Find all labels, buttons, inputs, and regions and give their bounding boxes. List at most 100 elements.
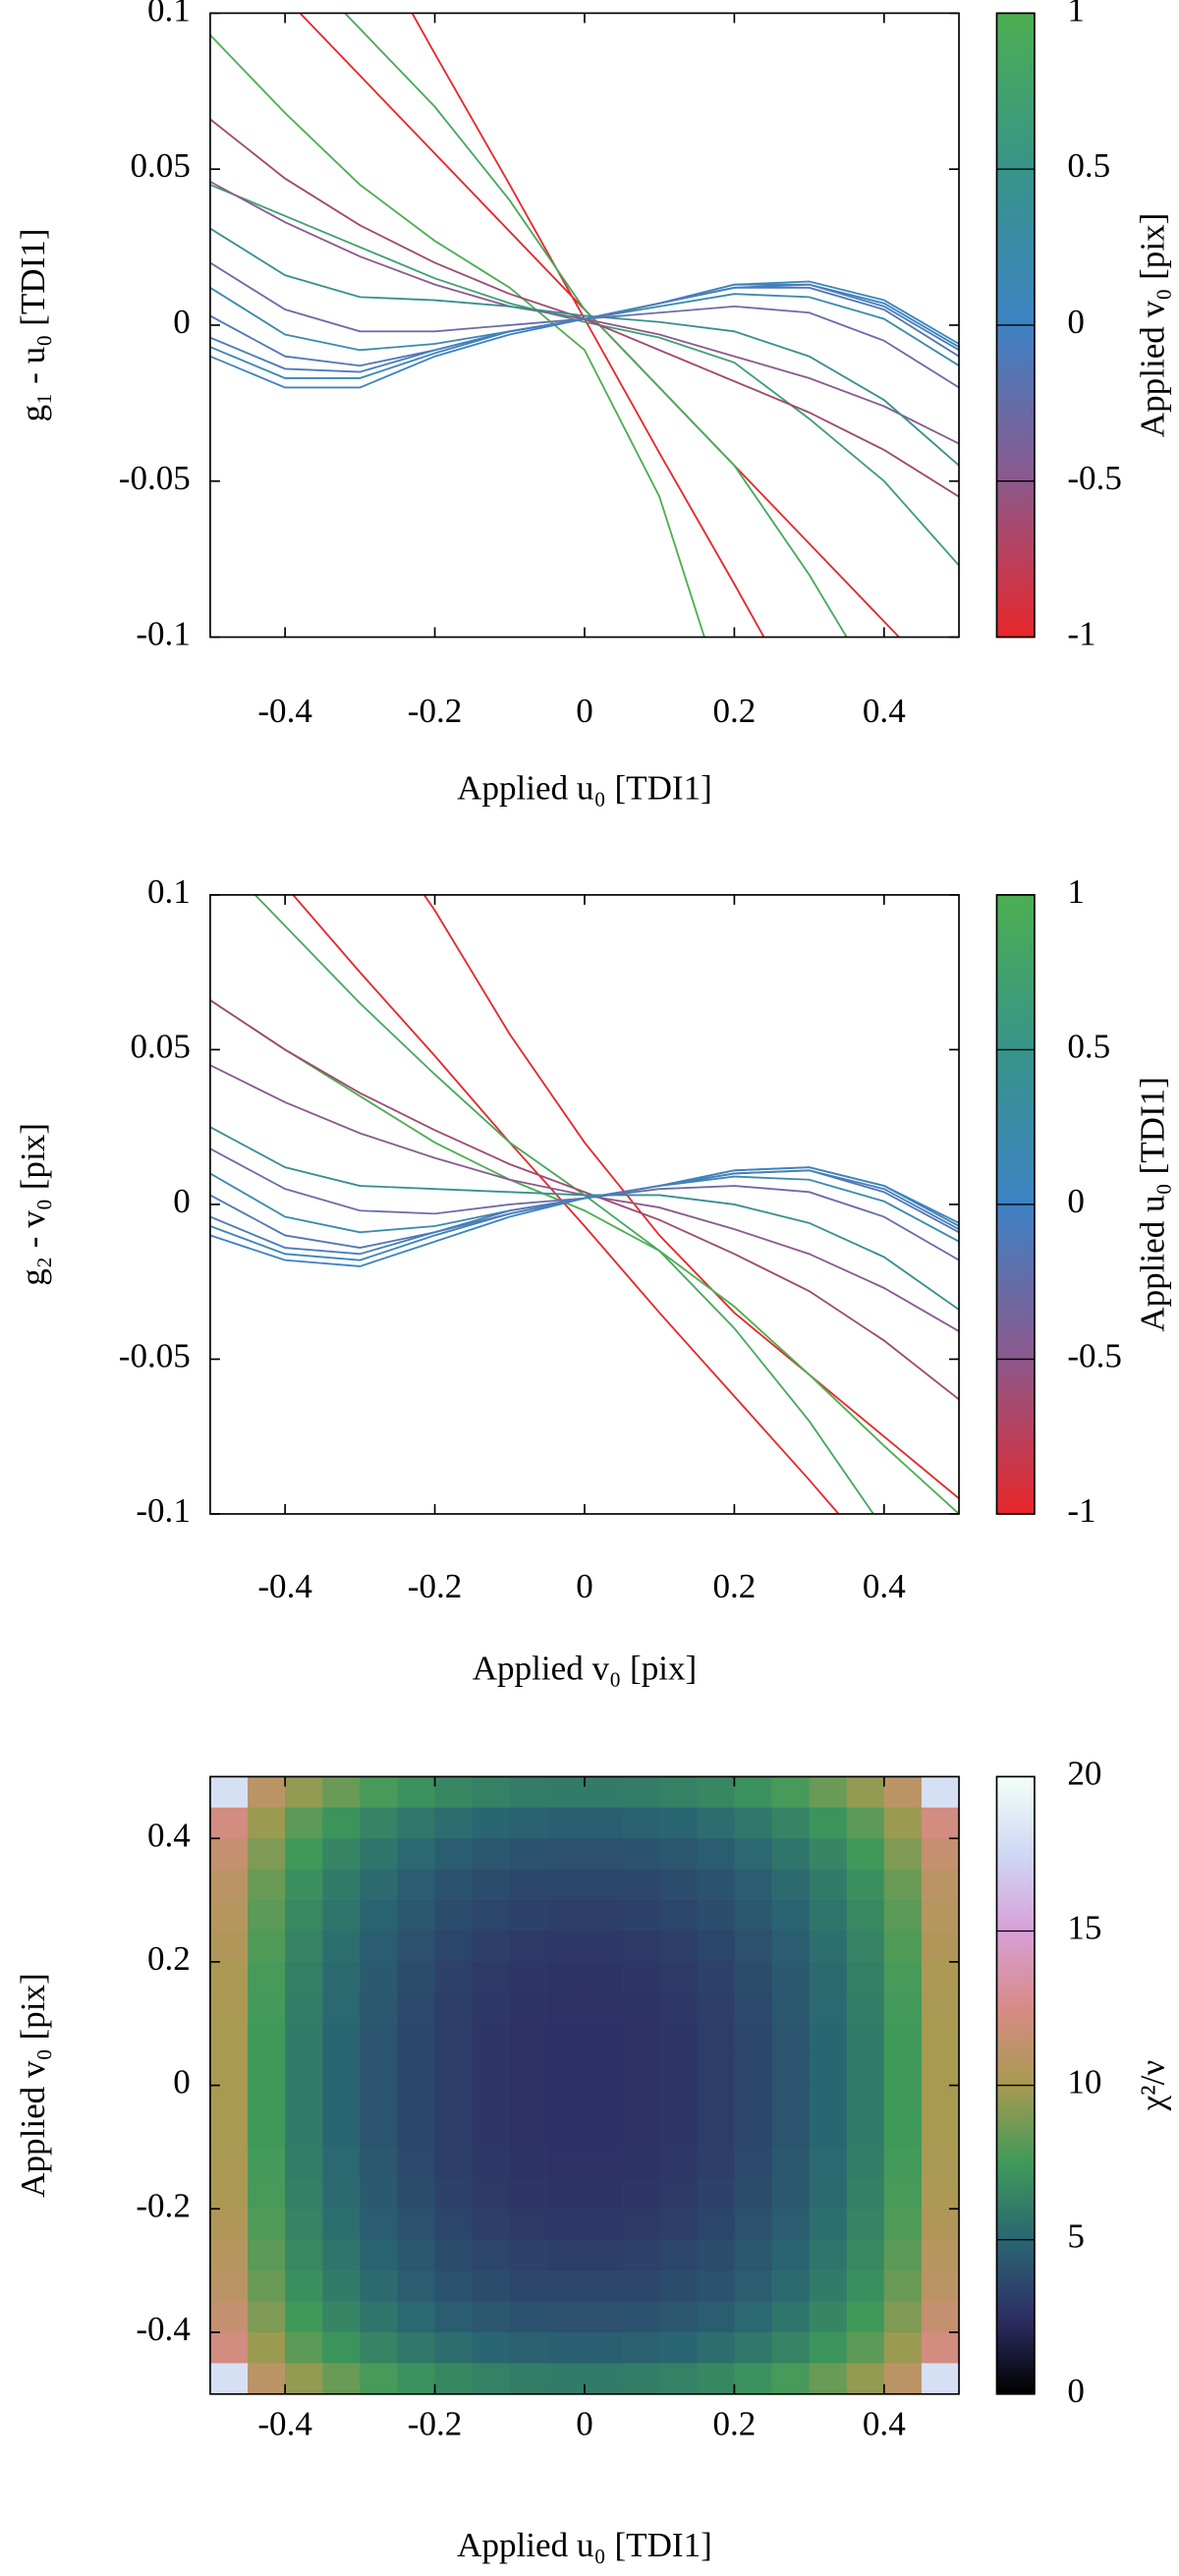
heatmap-cell bbox=[209, 1838, 249, 1871]
heatmap-cell bbox=[846, 2023, 885, 2055]
x-tick-label: -0.2 bbox=[408, 1567, 463, 1605]
heatmap-cell bbox=[584, 1776, 623, 1809]
heatmap-cell bbox=[248, 2363, 286, 2394]
heatmap-cell bbox=[883, 1961, 923, 1993]
heatmap-cell bbox=[472, 2301, 511, 2333]
heatmap-cell bbox=[397, 1931, 436, 1963]
heatmap-cell bbox=[771, 1807, 811, 1839]
heatmap-cell bbox=[434, 1869, 474, 1901]
heatmap-cell bbox=[509, 1869, 548, 1901]
heatmap-cell bbox=[397, 2023, 436, 2055]
heatmap-cell bbox=[546, 2116, 586, 2149]
heatmap-cell bbox=[584, 1807, 623, 1839]
heatmap-cell bbox=[921, 2023, 960, 2055]
colorbar-tick-label: 1 bbox=[1067, 0, 1085, 28]
heatmap-cell bbox=[434, 2239, 474, 2271]
y-tick-label: -0.1 bbox=[136, 1491, 191, 1530]
heatmap-cell bbox=[546, 1869, 586, 1901]
heatmap-cell bbox=[771, 2085, 811, 2117]
heatmap-cell bbox=[472, 1961, 511, 1993]
x-tick-label: 0 bbox=[576, 2404, 593, 2442]
heatmap-cell bbox=[397, 2116, 436, 2149]
heatmap-cell bbox=[248, 2301, 286, 2333]
heatmap-cell bbox=[771, 1961, 811, 1993]
heatmap-cell bbox=[360, 1838, 399, 1871]
heatmap-cell bbox=[584, 1961, 623, 1993]
heatmap-cell bbox=[771, 1838, 811, 1871]
heatmap-cell bbox=[809, 2085, 848, 2117]
heatmap-cell bbox=[434, 2147, 474, 2179]
heatmap-cell bbox=[659, 1838, 698, 1871]
heatmap-cell bbox=[472, 1869, 511, 1901]
heatmap-cell bbox=[209, 2301, 249, 2333]
colorbar-tick-label: 20 bbox=[1067, 1754, 1101, 1792]
heatmap-cell bbox=[546, 1900, 586, 1932]
heatmap-cell bbox=[285, 2177, 323, 2210]
heatmap-cell bbox=[622, 2270, 660, 2303]
heatmap-cell bbox=[622, 2054, 660, 2087]
heatmap-cell bbox=[584, 2301, 623, 2333]
y-tick-label: 0 bbox=[173, 1182, 191, 1220]
heatmap-cell bbox=[360, 1961, 399, 1993]
heatmap-cell bbox=[809, 1931, 848, 1963]
heatmap-cell bbox=[584, 2239, 623, 2271]
heatmap-cell bbox=[809, 2301, 848, 2333]
heatmap-cell bbox=[546, 1776, 586, 1809]
heatmap-cell bbox=[434, 2054, 474, 2087]
heatmap-cell bbox=[397, 2239, 436, 2271]
heatmap-cell bbox=[697, 1776, 736, 1809]
heatmap-cell bbox=[734, 2177, 773, 2210]
heatmap-cell bbox=[921, 2209, 960, 2241]
heatmap-cell bbox=[584, 2270, 623, 2303]
heatmap-cell bbox=[322, 1869, 362, 1901]
heatmap-cell bbox=[771, 1900, 811, 1932]
colorbar-label: χ²/ν bbox=[1134, 2060, 1172, 2112]
heatmap-cell bbox=[546, 2209, 586, 2241]
x-tick-label: 0.2 bbox=[712, 2404, 756, 2442]
heatmap-cell bbox=[322, 2054, 362, 2087]
heatmap-cell bbox=[659, 2023, 698, 2055]
heatmap-cell bbox=[921, 2270, 960, 2303]
heatmap-cell bbox=[509, 2177, 548, 2210]
heatmap-cell bbox=[360, 1807, 399, 1839]
heatmap-cell bbox=[285, 2363, 323, 2394]
heatmap-cell bbox=[584, 1992, 623, 2025]
series-line bbox=[209, 1169, 960, 1256]
heatmap-cell bbox=[622, 1992, 660, 2025]
heatmap-cell bbox=[883, 2301, 923, 2333]
heatmap-cell bbox=[209, 1992, 249, 2025]
heatmap-cell bbox=[622, 1900, 660, 1932]
heatmap-cell bbox=[883, 2147, 923, 2179]
heatmap-cell bbox=[248, 2270, 286, 2303]
heatmap-cell bbox=[285, 1900, 323, 1932]
heatmap-cell bbox=[771, 2363, 811, 2394]
heatmap-cell bbox=[322, 1931, 362, 1963]
heatmap-cell bbox=[322, 2209, 362, 2241]
heatmap-cell bbox=[659, 1992, 698, 2025]
heatmap-cell bbox=[360, 2363, 399, 2394]
heatmap-cell bbox=[771, 2177, 811, 2210]
heatmap-cell bbox=[921, 1961, 960, 1993]
heatmap-cell bbox=[622, 1776, 660, 1809]
series-line bbox=[209, 261, 960, 389]
heatmap-cell bbox=[397, 2270, 436, 2303]
heatmap-cell bbox=[622, 1807, 660, 1839]
heatmap-cell bbox=[285, 2116, 323, 2149]
heatmap-cell bbox=[883, 2177, 923, 2210]
heatmap-cell bbox=[322, 1961, 362, 1993]
heatmap-cell bbox=[285, 2239, 323, 2271]
heatmap-cell bbox=[209, 2147, 249, 2179]
heatmap-cell bbox=[734, 2085, 773, 2117]
plot-frame bbox=[209, 12, 960, 639]
heatmap-cell bbox=[509, 2085, 548, 2117]
colorbar-tick-label: 10 bbox=[1067, 2063, 1101, 2101]
heatmap-cell bbox=[584, 1869, 623, 1901]
colorbar-tick-label: -0.5 bbox=[1067, 459, 1122, 497]
heatmap-cell bbox=[285, 2023, 323, 2055]
heatmap-cell bbox=[846, 2147, 885, 2179]
series-line bbox=[209, 999, 960, 1514]
colorbar-tick-label: 0.5 bbox=[1067, 1027, 1110, 1065]
heatmap-cell bbox=[546, 2331, 586, 2365]
x-axis-label: Applied u₀ [TDI1] bbox=[457, 769, 712, 808]
heatmap-cell bbox=[771, 2301, 811, 2333]
